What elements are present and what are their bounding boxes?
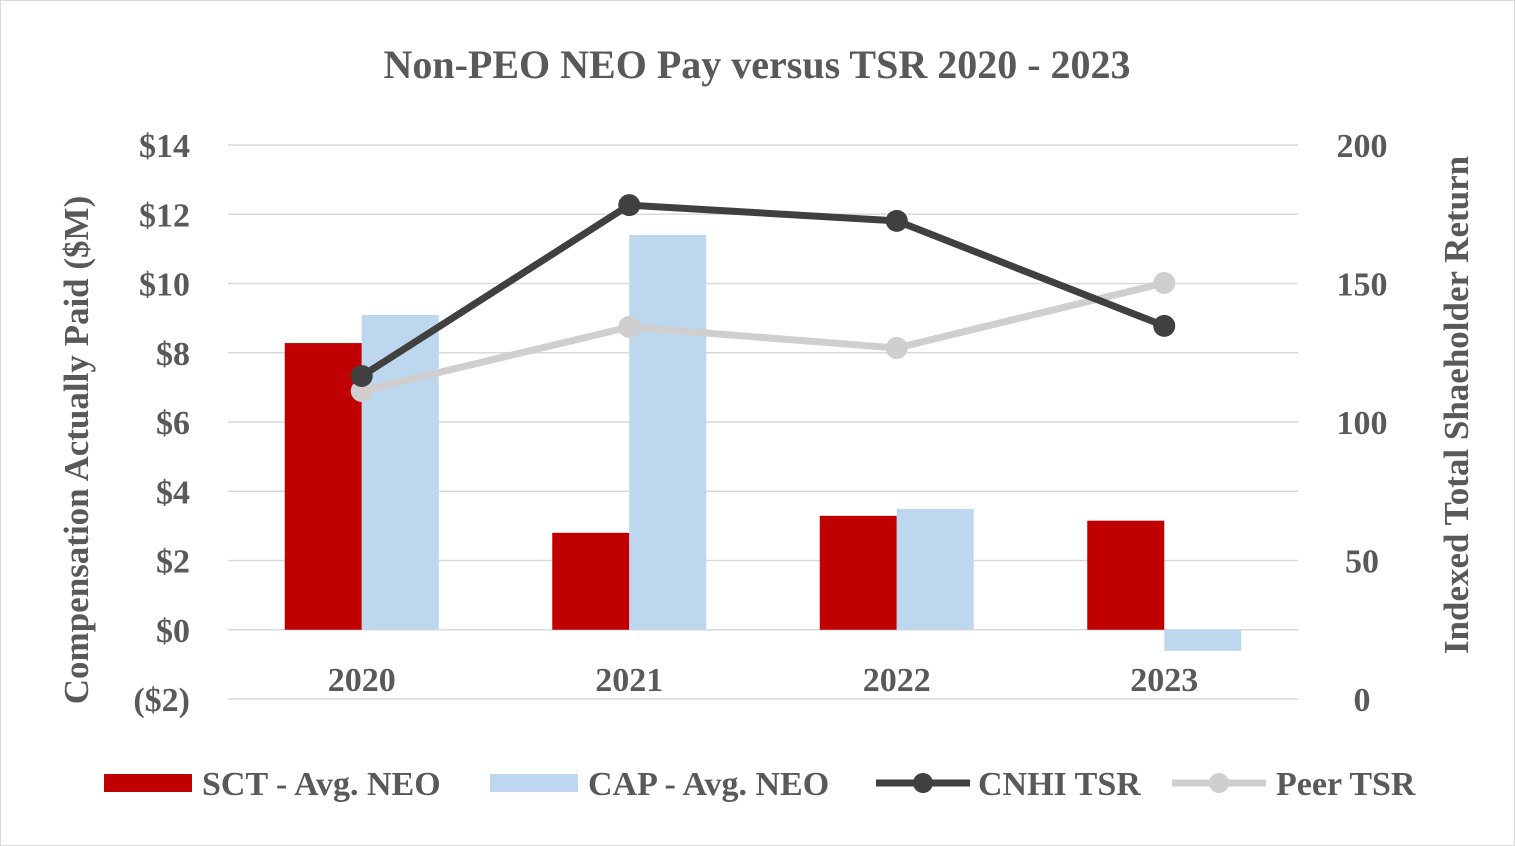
bar-sct-avg-neo-2023 <box>1087 520 1165 630</box>
y-left-tick-label: $8 <box>156 336 190 373</box>
point-cnhi-tsr-2023 <box>1153 314 1176 337</box>
legend-item: SCT - Avg. NEO <box>104 766 441 803</box>
legend-label: CNHI TSR <box>978 766 1141 803</box>
legend-marker <box>1209 773 1229 793</box>
x-tick-label: 2020 <box>328 662 396 699</box>
legend-swatch <box>490 774 578 792</box>
y-left-axis-label: Compensation Actually Paid ($M) <box>57 196 96 704</box>
y-left-tick-label: $12 <box>139 197 190 234</box>
line-peer-tsr <box>360 279 1166 395</box>
legend-item: Peer TSR <box>1172 766 1416 803</box>
y-right-axis-label: Indexed Total Shaeholder Return <box>1437 156 1476 654</box>
y-left-tick-label: $10 <box>139 267 190 304</box>
y-left-tick-label: $0 <box>156 613 190 650</box>
point-cnhi-tsr-2022 <box>885 209 908 232</box>
y-left-tick-label: $6 <box>156 405 190 442</box>
bar-cap-avg-neo-2023 <box>1164 629 1242 651</box>
bar-sct-avg-neo-2020 <box>284 343 362 630</box>
legend-item: CNHI TSR <box>876 766 1141 803</box>
legend-label: Peer TSR <box>1276 766 1416 803</box>
legend-marker <box>913 773 933 793</box>
legend-label: SCT - Avg. NEO <box>202 766 441 803</box>
bar-sct-avg-neo-2021 <box>552 532 630 630</box>
y-right-tick-label: 0 <box>1354 682 1371 719</box>
y-left-tick-label: $14 <box>139 128 190 165</box>
point-peer-tsr-2023 <box>1153 271 1176 294</box>
y-left-tick-label: ($2) <box>133 682 190 719</box>
bar-cap-avg-neo-2022 <box>896 508 974 630</box>
point-cnhi-tsr-2020 <box>350 365 373 388</box>
legend-swatch <box>104 774 192 792</box>
x-tick-label: 2021 <box>595 662 663 699</box>
point-peer-tsr-2021 <box>618 315 641 338</box>
legend-label: CAP - Avg. NEO <box>588 766 829 803</box>
x-tick-label: 2022 <box>863 662 931 699</box>
bar-sct-avg-neo-2022 <box>819 515 897 630</box>
y-left-tick-label: $2 <box>156 544 190 581</box>
chart-title: Non-PEO NEO Pay versus TSR 2020 - 2023 <box>383 42 1130 87</box>
legend-item: CAP - Avg. NEO <box>490 766 829 803</box>
x-tick-label: 2023 <box>1130 662 1198 699</box>
bar-cap-avg-neo-2020 <box>361 315 439 630</box>
point-peer-tsr-2022 <box>885 337 908 360</box>
bar-cap-avg-neo-2021 <box>629 235 707 630</box>
point-cnhi-tsr-2021 <box>618 194 641 217</box>
y-right-tick-label: 150 <box>1337 267 1388 304</box>
y-right-tick-label: 200 <box>1337 128 1388 165</box>
line-cnhi-tsr <box>359 201 1166 379</box>
y-left-tick-label: $4 <box>156 474 190 511</box>
y-right-tick-label: 50 <box>1345 544 1379 581</box>
y-right-tick-label: 100 <box>1337 405 1388 442</box>
